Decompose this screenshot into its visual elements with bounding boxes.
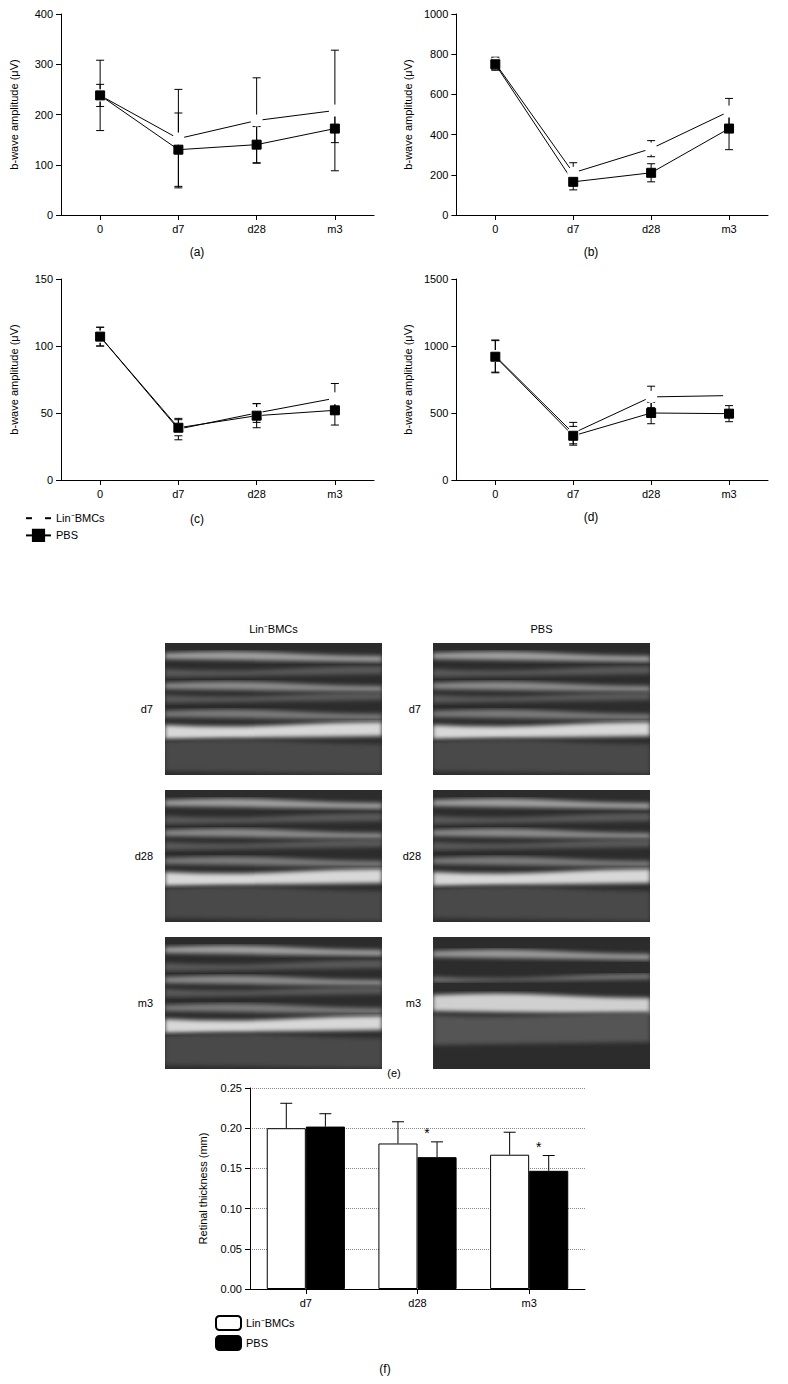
svg-text:d28: d28 [642, 223, 660, 235]
svg-text:100: 100 [35, 159, 53, 171]
svg-text:m3: m3 [721, 223, 736, 235]
svg-text:m3: m3 [327, 488, 342, 500]
svg-text:0.05: 0.05 [221, 1243, 242, 1255]
svg-text:0: 0 [442, 209, 448, 221]
svg-text:PBS: PBS [56, 529, 78, 541]
svg-text:PBS: PBS [246, 1337, 268, 1349]
svg-text:d7: d7 [300, 1297, 312, 1309]
svg-text:150: 150 [35, 273, 53, 285]
svg-text:200: 200 [430, 169, 448, 181]
svg-text:1000: 1000 [424, 8, 448, 20]
svg-text:d28: d28 [247, 488, 265, 500]
svg-text:d7: d7 [567, 223, 579, 235]
svg-text:400: 400 [35, 8, 53, 20]
svg-text:m3: m3 [406, 997, 421, 1009]
svg-text:(f): (f) [379, 1362, 390, 1376]
svg-text:b-wave amplitude (μV): b-wave amplitude (μV) [402, 324, 414, 434]
svg-text:(d): (d) [584, 510, 599, 524]
svg-text:*: * [424, 1125, 430, 1141]
svg-text:0.00: 0.00 [221, 1283, 242, 1295]
svg-text:Lin⁻BMCs: Lin⁻BMCs [56, 512, 105, 524]
svg-text:800: 800 [430, 48, 448, 60]
svg-text:m3: m3 [721, 488, 736, 500]
svg-text:(c): (c) [190, 512, 204, 526]
svg-text:500: 500 [430, 407, 448, 419]
svg-text:PBS: PBS [530, 623, 552, 635]
svg-text:0: 0 [47, 209, 53, 221]
svg-text:0.25: 0.25 [221, 1082, 242, 1094]
svg-text:(e): (e) [387, 1067, 400, 1079]
svg-text:d28: d28 [642, 488, 660, 500]
svg-text:Retinal thickness (mm): Retinal thickness (mm) [197, 1133, 209, 1245]
svg-text:b-wave amplitude (μV): b-wave amplitude (μV) [8, 59, 20, 169]
svg-text:100: 100 [35, 340, 53, 352]
svg-text:0: 0 [442, 474, 448, 486]
svg-text:600: 600 [430, 88, 448, 100]
svg-text:d28: d28 [135, 850, 153, 862]
svg-text:0.20: 0.20 [221, 1122, 242, 1134]
svg-text:d28: d28 [247, 223, 265, 235]
svg-text:0: 0 [47, 474, 53, 486]
svg-text:Lin⁻BMCs: Lin⁻BMCs [249, 623, 298, 635]
svg-text:b-wave amplitude (μV): b-wave amplitude (μV) [402, 59, 414, 169]
svg-text:(a): (a) [190, 245, 205, 259]
svg-text:400: 400 [430, 129, 448, 141]
svg-text:Lin⁻BMCs: Lin⁻BMCs [246, 1317, 295, 1329]
svg-text:1500: 1500 [424, 273, 448, 285]
svg-text:50: 50 [41, 407, 53, 419]
svg-text:d28: d28 [408, 1297, 426, 1309]
svg-text:0: 0 [97, 488, 103, 500]
svg-text:d28: d28 [403, 850, 421, 862]
svg-text:300: 300 [35, 58, 53, 70]
svg-text:d7: d7 [567, 488, 579, 500]
svg-text:*: * [536, 1139, 542, 1155]
svg-text:0: 0 [492, 223, 498, 235]
svg-text:m3: m3 [522, 1297, 537, 1309]
svg-text:1000: 1000 [424, 340, 448, 352]
svg-text:200: 200 [35, 109, 53, 121]
svg-text:d7: d7 [141, 703, 153, 715]
svg-text:d7: d7 [409, 703, 421, 715]
svg-text:(b): (b) [584, 245, 599, 259]
svg-text:0: 0 [97, 223, 103, 235]
svg-text:0.15: 0.15 [221, 1162, 242, 1174]
svg-text:m3: m3 [327, 223, 342, 235]
svg-text:0.10: 0.10 [221, 1203, 242, 1215]
svg-text:d7: d7 [172, 488, 184, 500]
svg-text:m3: m3 [138, 997, 153, 1009]
svg-text:b-wave amplitude (μV): b-wave amplitude (μV) [8, 324, 20, 434]
svg-text:d7: d7 [172, 223, 184, 235]
svg-text:0: 0 [492, 488, 498, 500]
